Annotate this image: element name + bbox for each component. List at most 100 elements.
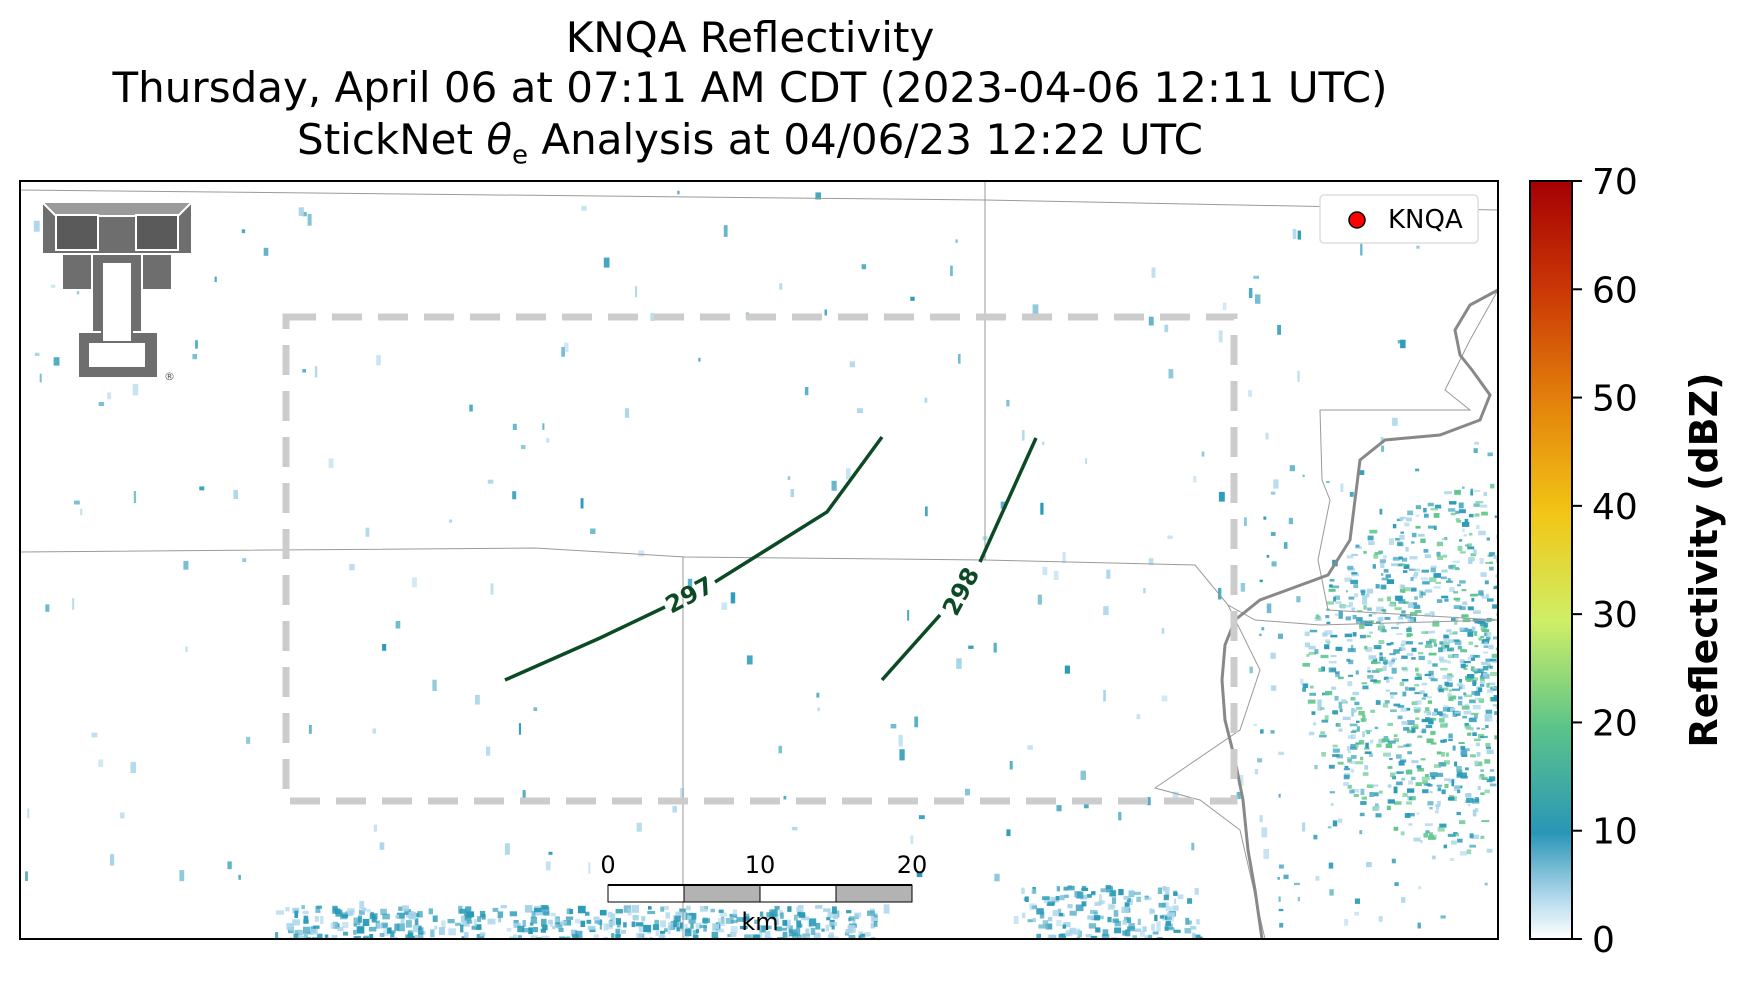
echo-pixel [874,913,878,918]
echo-pixel [303,915,309,924]
echo-pixel [829,921,837,926]
echo-pixel [1411,541,1415,544]
echo-pixel [540,905,549,910]
echo-pixel [1407,602,1414,608]
echo-pixel [1386,643,1392,646]
echo-pixel [565,916,574,920]
echo-pixel [1429,611,1435,615]
echo-pixel [1313,834,1318,840]
echo-pixel [1328,588,1336,592]
echo-pixel [1362,595,1368,605]
echo-pixel [500,905,507,909]
echo-pixel [1461,748,1470,752]
echo-pixel [1413,605,1421,609]
echo-pixel [1334,613,1339,616]
echo-pixel [1271,561,1277,567]
echo-pixel [1463,667,1468,670]
echo-pixel [1091,891,1096,895]
echo-pixel [1454,761,1458,767]
echo-pixel [554,922,563,928]
echo-pixel [524,905,533,913]
echo-pixel [1167,916,1175,922]
echo-pixel [1447,673,1453,677]
echo-pixel [1480,635,1484,639]
echo-pixel [1379,652,1383,656]
echo-pixel [1400,644,1405,647]
echo-pixel [1447,578,1451,581]
echo-pixel [1421,718,1428,723]
echo-pixel [1468,641,1473,645]
echo-pixel [1330,803,1334,806]
echo-pixel [545,861,551,871]
echo-pixel [883,904,890,914]
echo-pixel [1270,652,1276,659]
echo-pixel [1410,587,1417,592]
echo-pixel [1324,639,1330,643]
echo-pixel [1320,654,1329,659]
echo-pixel [1390,694,1395,699]
echo-pixel [1063,922,1071,928]
echo-pixel [848,916,855,921]
echo-pixel [815,922,821,930]
echo-pixel [548,851,553,855]
echo-pixel [308,725,312,734]
echo-pixel [1418,652,1424,655]
map-background [20,181,1498,939]
echo-pixel [1037,594,1042,605]
echo-pixel [756,925,762,931]
echo-pixel [320,916,324,924]
echo-pixel [1493,636,1498,640]
echo-pixel [1373,554,1379,559]
echo-pixel [660,930,666,934]
echo-pixel [857,408,863,414]
echo-pixel [910,296,915,301]
echo-pixel [1406,633,1412,638]
echo-pixel [1406,729,1415,734]
echo-pixel [1308,651,1317,655]
echo-pixel [1351,755,1357,759]
echo-pixel [1320,707,1325,710]
echo-pixel [1148,558,1154,566]
echo-pixel [1472,682,1476,686]
echo-pixel [788,925,793,933]
echo-pixel [789,929,796,937]
echo-pixel [1479,621,1487,626]
echo-pixel [1329,584,1333,588]
echo-pixel [1353,584,1359,589]
echo-pixel [1353,794,1359,797]
echo-pixel [1371,660,1378,665]
echo-pixel [1483,651,1489,654]
echo-pixel [713,924,719,929]
echo-pixel [1188,920,1192,925]
echo-pixel [1481,728,1486,730]
echo-pixel [1376,743,1382,748]
echo-pixel [587,925,596,930]
echo-pixel [797,905,804,909]
echo-pixel [1416,812,1420,815]
echo-pixel [517,935,522,939]
echo-pixel [1343,768,1350,771]
echo-pixel [1347,681,1353,687]
echo-pixel [1487,452,1493,457]
echo-pixel [302,212,307,217]
echo-pixel [1364,747,1370,750]
echo-pixel [1410,577,1414,582]
echo-pixel [1365,647,1373,652]
echo-pixel [1307,699,1316,704]
echo-pixel [1426,738,1434,744]
echo-pixel [353,929,357,935]
echo-pixel [1376,621,1381,624]
echo-pixel [1308,645,1316,650]
echo-pixel [1334,695,1339,701]
echo-pixel [1395,538,1401,541]
echo-pixel [1410,726,1419,730]
echo-pixel [1397,542,1404,547]
echo-pixel [1509,535,1513,537]
echo-pixel [1326,480,1330,483]
echo-pixel [1429,807,1433,810]
echo-pixel [1468,560,1473,565]
echo-pixel [1423,693,1428,697]
echo-pixel [1473,549,1477,555]
echo-pixel [1485,716,1493,722]
echo-pixel [1314,765,1318,770]
